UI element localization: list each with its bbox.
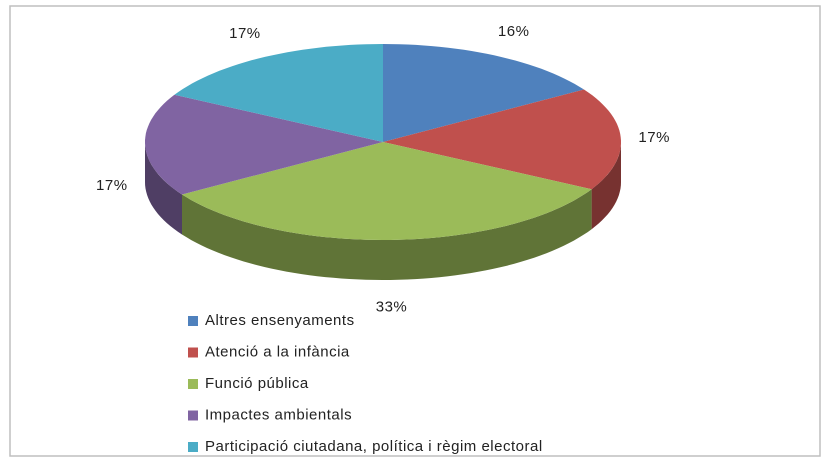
legend-swatch bbox=[188, 347, 198, 358]
slice-side bbox=[591, 142, 621, 230]
legend-label: Funció pública bbox=[205, 375, 309, 392]
slice bbox=[182, 142, 592, 240]
slice bbox=[174, 44, 383, 142]
data-label: 17% bbox=[229, 25, 261, 42]
slice bbox=[383, 44, 584, 142]
slice-side bbox=[182, 189, 592, 280]
legend-label: Impactes ambientals bbox=[205, 406, 352, 423]
legend-swatch bbox=[188, 410, 198, 421]
chart-frame bbox=[9, 5, 821, 457]
slice bbox=[145, 94, 383, 195]
legend-label: Participació ciutadana, política i règim… bbox=[205, 438, 543, 455]
data-label: 33% bbox=[376, 298, 408, 315]
legend-label: Atenció a la infància bbox=[205, 343, 350, 360]
data-label: 17% bbox=[638, 129, 670, 146]
slice-side bbox=[145, 142, 182, 235]
legend-swatch bbox=[188, 316, 198, 326]
data-label: 16% bbox=[498, 23, 530, 40]
data-label: 17% bbox=[96, 177, 128, 194]
legend-swatch bbox=[188, 442, 198, 452]
slice bbox=[383, 89, 621, 190]
legend-swatch bbox=[188, 379, 198, 389]
legend-label: Altres ensenyaments bbox=[205, 312, 355, 329]
